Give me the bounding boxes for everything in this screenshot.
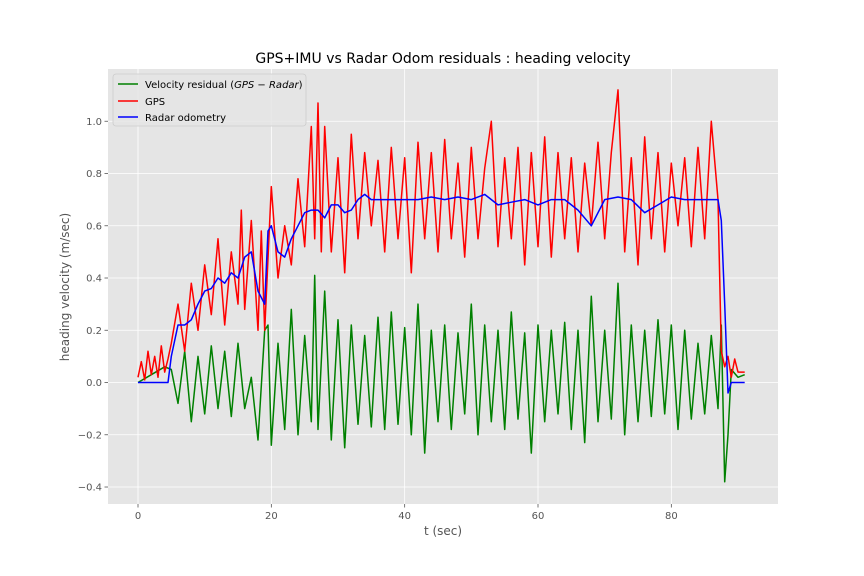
ticks: 0 20 40 60 80 −0.4 −0.2 0.0 0.2 0.4 0.6 0.8 1.0 [78, 117, 678, 522]
x-tick-label: 20 [265, 511, 278, 522]
x-tick-label: 40 [398, 511, 411, 522]
y-tick-label: 0.0 [86, 378, 102, 389]
legend: Velocity residual (GPS − Radar) GPS Rada… [112, 73, 307, 127]
residual-series-line [137, 274, 745, 483]
y-tick-label: 0.4 [86, 274, 102, 285]
y-tick-label: 0.2 [86, 326, 102, 337]
y-tick-label: 0.6 [86, 221, 102, 232]
x-axis-label: t (sec) [424, 524, 462, 538]
x-tick-label: 80 [665, 511, 678, 522]
y-tick-label: −0.2 [78, 430, 102, 441]
series-layer [137, 89, 745, 483]
legend-box [112, 73, 307, 127]
gps-series-line [137, 89, 745, 381]
legend-label-residual: Velocity residual (GPS − Radar) [145, 80, 303, 91]
y-tick-label: −0.4 [78, 483, 102, 494]
x-tick-label: 0 [135, 511, 141, 522]
y-tick-label: 1.0 [86, 117, 102, 128]
radar-series-line [138, 193, 745, 394]
y-tick-label: 0.8 [86, 169, 102, 180]
legend-label-gps: GPS [145, 97, 165, 108]
y-axis-label: heading velocity (m/sec) [58, 213, 72, 361]
chart-title: GPS+IMU vs Radar Odom residuals : headin… [255, 51, 630, 67]
legend-label-radar: Radar odometry [145, 113, 226, 124]
x-tick-label: 60 [532, 511, 545, 522]
plot-area [108, 69, 778, 504]
